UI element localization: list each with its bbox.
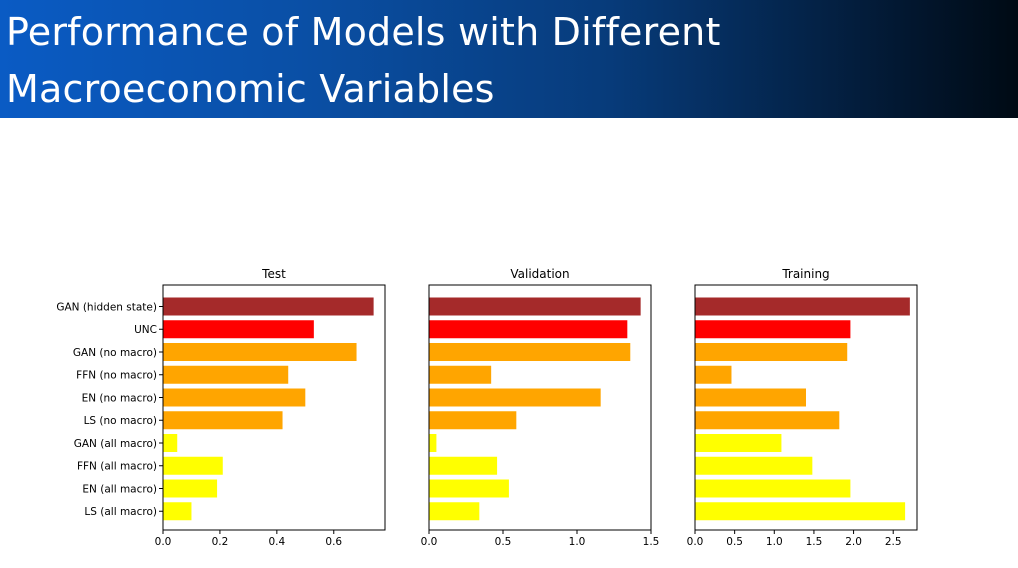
y-tick-label: LS (no macro) [84, 415, 157, 427]
x-tick-label: 0.6 [325, 536, 342, 548]
y-tick-label: FFN (no macro) [76, 370, 157, 382]
y-tick-label: LS (all macro) [84, 506, 157, 518]
bar [429, 479, 509, 498]
bar [429, 411, 517, 430]
chart-title: Training [781, 267, 829, 281]
bar [695, 297, 910, 316]
y-tick-label: EN (no macro) [82, 392, 157, 404]
bar [695, 434, 782, 452]
x-tick-label: 0.5 [495, 536, 512, 548]
bar [163, 388, 306, 407]
x-tick-label: 0.0 [421, 536, 438, 548]
bar [163, 343, 357, 361]
chart-title: Test [261, 267, 286, 281]
x-tick-label: 0.5 [726, 536, 743, 548]
x-tick-label: 1.0 [569, 536, 586, 548]
bar [163, 365, 289, 384]
bar [695, 479, 851, 498]
x-tick-label: 1.5 [643, 536, 660, 548]
bar [429, 297, 641, 316]
bar [429, 320, 628, 339]
y-tick-label: GAN (no macro) [73, 347, 157, 359]
slide-title: Performance of Models with Different Mac… [6, 10, 721, 111]
bar [429, 388, 601, 407]
y-tick-label: UNC [134, 324, 157, 336]
bar [695, 388, 806, 407]
x-tick-label: 1.5 [806, 536, 823, 548]
bar [163, 320, 314, 339]
y-tick-label: GAN (all macro) [74, 438, 157, 450]
bar [695, 343, 848, 361]
bar [429, 456, 498, 475]
bar [163, 411, 283, 430]
bar [429, 502, 480, 521]
x-tick-label: 1.0 [766, 536, 783, 548]
bar [163, 502, 192, 521]
y-tick-label: GAN (hidden state) [56, 301, 157, 313]
bar [163, 434, 178, 452]
y-tick-label: FFN (all macro) [77, 461, 157, 473]
plot-frame [694, 284, 918, 531]
bar [695, 456, 813, 475]
bar [429, 343, 631, 361]
bar [429, 434, 437, 452]
x-tick-label: 0.0 [687, 536, 704, 548]
bar [695, 411, 840, 430]
bar [695, 320, 851, 339]
x-tick-label: 0.2 [212, 536, 229, 548]
slide-header: Performance of Models with Different Mac… [0, 0, 1018, 118]
x-tick-label: 2.5 [885, 536, 902, 548]
bar [163, 456, 223, 475]
x-tick-label: 0.4 [268, 536, 285, 548]
plot-frame [428, 284, 652, 531]
bar [695, 502, 906, 521]
plot-frame [162, 284, 386, 531]
bar [695, 365, 732, 384]
chart-title: Validation [510, 267, 569, 281]
y-tick-label: EN (all macro) [82, 483, 157, 495]
x-tick-label: 2.0 [845, 536, 862, 548]
bar [163, 297, 374, 316]
bar [429, 365, 492, 384]
bar [163, 479, 218, 498]
x-tick-label: 0.0 [155, 536, 172, 548]
